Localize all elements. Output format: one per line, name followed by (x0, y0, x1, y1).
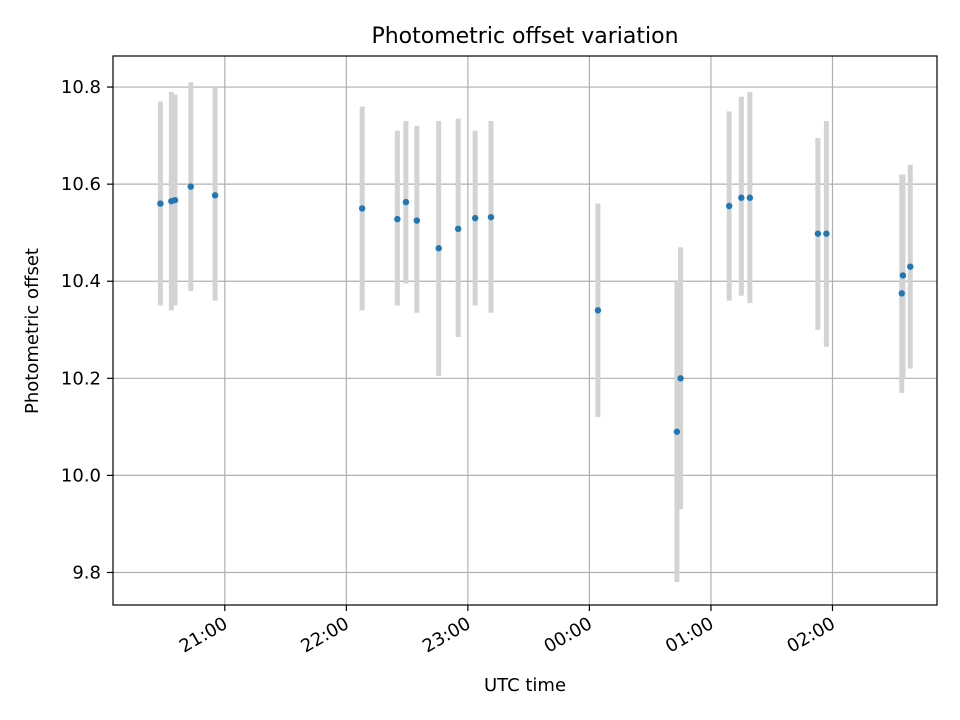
y-tick-label: 9.8 (72, 562, 101, 583)
data-point (402, 198, 410, 206)
x-tick-label: 23:00 (419, 613, 474, 657)
data-point (471, 214, 479, 222)
data-point (907, 263, 914, 270)
data-point (725, 202, 733, 210)
grid-lines (113, 56, 937, 605)
data-points (157, 183, 914, 435)
y-tick-label: 10.4 (61, 271, 101, 292)
data-point (746, 194, 754, 201)
data-point (487, 213, 495, 221)
x-tick-label: 22:00 (297, 613, 352, 657)
data-point (171, 196, 179, 204)
data-point (394, 215, 401, 223)
axis-ticks: 21:00 22:00 23:00 00:00 01:00 02:00 9.8 10.0 10.… (61, 77, 839, 657)
x-tick-label: 01:00 (662, 613, 717, 657)
data-point (358, 205, 366, 212)
data-point (814, 230, 822, 237)
data-point (738, 194, 745, 201)
data-point (454, 225, 462, 233)
data-point (673, 428, 681, 435)
y-axis-label: Photometric offset (22, 248, 43, 414)
y-tick-label: 10.0 (61, 465, 101, 486)
y-tick-label: 10.2 (61, 368, 101, 389)
data-point (823, 230, 830, 237)
error-bars (157, 82, 913, 583)
x-axis-label: UTC time (484, 675, 566, 696)
data-point (898, 290, 905, 297)
data-point (594, 307, 602, 314)
data-point (157, 200, 164, 207)
plot-frame (112, 55, 938, 606)
x-tick-label: 02:00 (784, 613, 839, 657)
chart-title: Photometric offset variation (371, 24, 678, 49)
data-point (413, 217, 421, 224)
x-tick-label: 21:00 (176, 613, 231, 657)
data-point (677, 375, 684, 382)
y-tick-label: 10.6 (61, 174, 101, 195)
y-tick-label: 10.8 (61, 77, 101, 98)
x-tick-label: 00:00 (540, 613, 595, 657)
data-point (435, 245, 442, 252)
data-point (211, 192, 219, 199)
data-point (899, 272, 907, 279)
data-point (187, 183, 194, 190)
